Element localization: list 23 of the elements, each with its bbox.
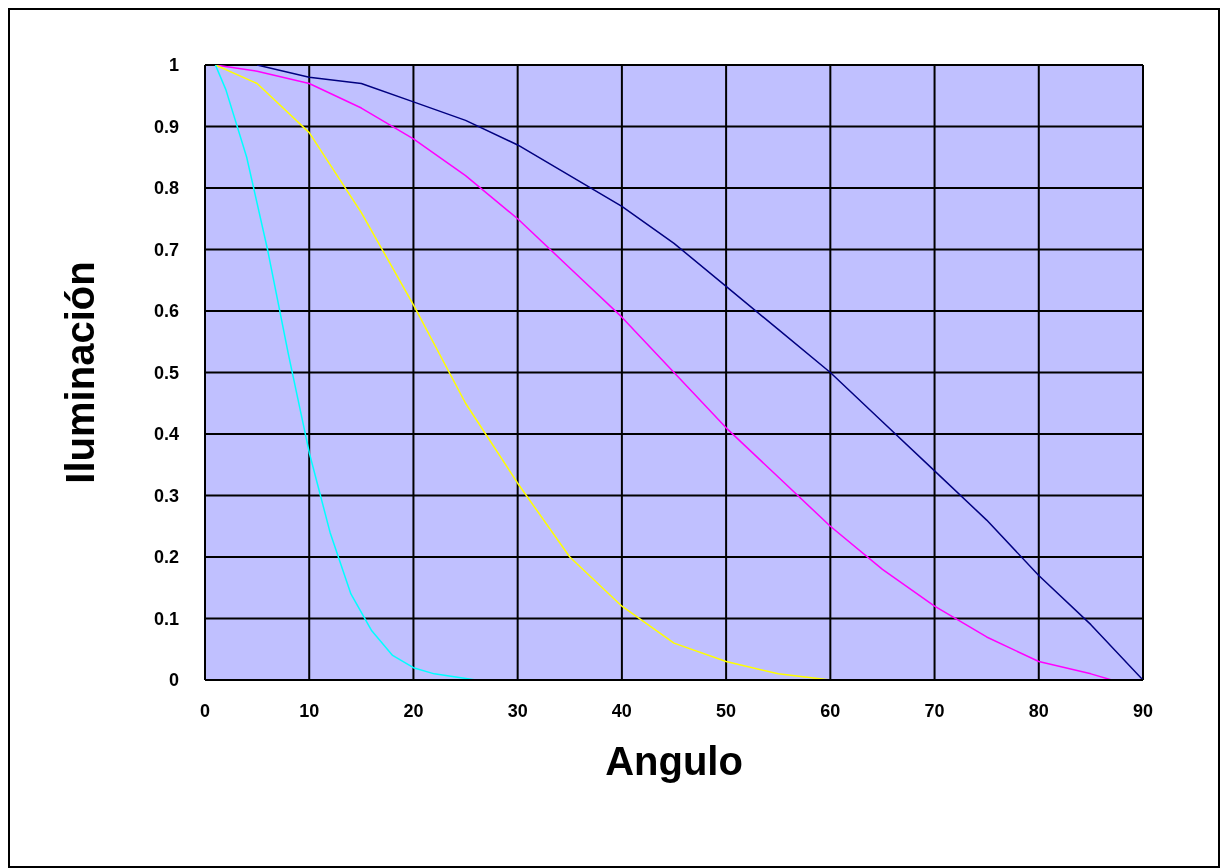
x-tick-label: 80 [1028, 700, 1049, 721]
y-axis-title: Iluminación [58, 261, 103, 484]
y-tick-label: 1 [168, 55, 179, 76]
y-tick-label: 0 [168, 670, 179, 691]
x-tick-label: 10 [299, 700, 320, 721]
y-tick-label: 0.4 [153, 424, 179, 445]
x-axis-title: Angulo [605, 739, 743, 783]
y-tick-label: 0.7 [153, 239, 179, 260]
y-tick-label: 0.3 [153, 485, 179, 506]
y-tick-label: 0.2 [153, 547, 179, 568]
y-tick-label: 0.8 [153, 178, 179, 199]
x-tick-label: 50 [716, 700, 737, 721]
x-tick-label: 0 [199, 700, 211, 721]
x-tick-label: 30 [507, 700, 528, 721]
x-tick-label: 60 [820, 700, 841, 721]
x-tick-label: 20 [403, 700, 424, 721]
y-tick-label: 0.1 [153, 608, 179, 629]
x-tick-label: 90 [1132, 700, 1154, 721]
x-tick-label: 70 [924, 700, 945, 721]
y-tick-label: 0.5 [153, 362, 179, 383]
y-tick-label: 0.9 [153, 116, 179, 137]
x-tick-label: 40 [611, 700, 632, 721]
y-tick-label: 0.6 [153, 301, 179, 322]
